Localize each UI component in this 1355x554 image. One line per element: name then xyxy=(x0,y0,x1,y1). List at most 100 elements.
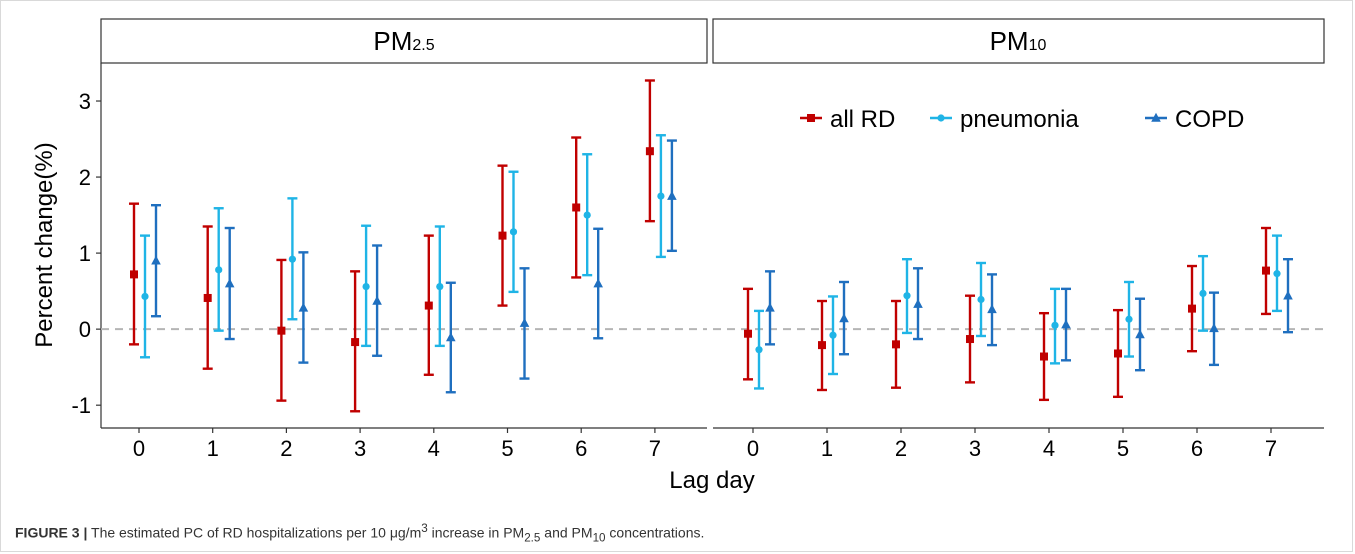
error-bar-point xyxy=(1135,297,1145,372)
error-bar-point xyxy=(839,280,849,356)
error-bar-point xyxy=(151,203,161,318)
panel-title-left: PM2.5 xyxy=(373,26,434,56)
error-bar-point xyxy=(571,136,582,279)
x-tick-label: 5 xyxy=(501,436,513,461)
data-point xyxy=(1061,319,1071,329)
error-bar-point xyxy=(1209,291,1219,367)
error-bar-point xyxy=(754,309,764,390)
data-point xyxy=(298,302,309,312)
data-point xyxy=(424,301,433,310)
error-bar-point xyxy=(965,294,975,384)
x-tick-label: 6 xyxy=(575,436,587,461)
error-bar-point xyxy=(913,267,923,341)
y-tick-label: 2 xyxy=(79,165,91,190)
data-point xyxy=(203,293,212,302)
error-bar-point xyxy=(445,281,456,394)
error-bar-point xyxy=(644,79,655,223)
data-point xyxy=(1040,352,1048,361)
data-point xyxy=(583,211,591,219)
data-point xyxy=(372,295,382,305)
data-point xyxy=(572,203,581,212)
data-point xyxy=(977,295,985,304)
error-bar-point xyxy=(987,273,997,347)
data-point xyxy=(892,340,900,349)
error-bar-point xyxy=(350,270,361,413)
error-bar-point xyxy=(129,202,139,346)
error-bar-point xyxy=(361,224,372,348)
x-tick-label: 7 xyxy=(1265,436,1277,461)
error-bar-point xyxy=(423,234,434,376)
x-tick-label: 0 xyxy=(747,436,759,461)
y-tick-label: 1 xyxy=(79,241,91,266)
x-axis-title: Lag day xyxy=(669,467,754,494)
y-axis-title: Percent change(%) xyxy=(31,142,58,347)
error-bar-point xyxy=(1113,308,1123,399)
data-point xyxy=(987,304,997,314)
y-tick-label: -1 xyxy=(71,393,91,418)
data-point xyxy=(913,298,923,308)
error-bar-point xyxy=(593,227,604,340)
legend-label: pneumonia xyxy=(960,106,1079,133)
data-point xyxy=(130,270,138,279)
error-bar-point xyxy=(140,234,150,359)
x-tick-label: 0 xyxy=(133,436,145,461)
x-tick-label: 1 xyxy=(821,436,833,461)
legend-marker xyxy=(937,114,945,122)
error-bar-point xyxy=(497,164,508,307)
y-tick-label: 3 xyxy=(79,89,91,114)
data-point xyxy=(1283,290,1293,300)
error-bar-point xyxy=(1187,264,1197,353)
data-point xyxy=(903,292,911,300)
error-bar-point xyxy=(582,153,593,277)
data-point xyxy=(351,338,360,347)
data-point xyxy=(839,313,849,323)
figure-caption: FIGURE 3 | The estimated PC of RD hospit… xyxy=(15,522,705,545)
x-tick-label: 3 xyxy=(969,436,981,461)
error-bar-point xyxy=(817,299,827,392)
data-point xyxy=(1209,323,1219,333)
legend-marker xyxy=(807,114,815,122)
error-bar-point xyxy=(1283,257,1293,334)
data-point xyxy=(1051,321,1059,329)
legend-label: all RD xyxy=(830,106,895,133)
figure-chart: PM2.5 PM10 3 2 1 0 -1 0 1 2 3 4 5 6 7 0 1 2 3 4 5 6 7 Lag d… xyxy=(31,18,1325,494)
x-tick-label: 7 xyxy=(649,436,661,461)
error-bar-point xyxy=(666,139,677,253)
data-point xyxy=(593,278,603,288)
x-tick-label: 3 xyxy=(354,436,366,461)
data-point xyxy=(362,282,370,291)
error-bar-point xyxy=(891,299,901,389)
data-point xyxy=(765,302,775,312)
data-point xyxy=(436,282,444,291)
error-bar-point xyxy=(287,197,298,321)
y-tick-label: 0 xyxy=(79,317,91,342)
legend-item: all RD xyxy=(800,106,895,133)
error-bar-point xyxy=(276,258,287,402)
x-tick-label: 2 xyxy=(895,436,907,461)
x-tick-label: 4 xyxy=(428,436,440,461)
data-point xyxy=(744,329,752,338)
data-point xyxy=(224,278,235,288)
error-bar-point xyxy=(519,267,530,380)
error-bar-point xyxy=(202,225,213,370)
data-point xyxy=(1262,266,1270,275)
data-point xyxy=(277,326,286,335)
data-point xyxy=(755,346,763,354)
data-point xyxy=(1199,289,1207,298)
panel-strip-right: PM10 xyxy=(712,18,1325,64)
data-point xyxy=(829,331,837,339)
error-bar-point xyxy=(224,226,235,341)
data-point xyxy=(509,228,518,236)
data-point xyxy=(818,341,826,350)
data-point xyxy=(446,332,456,342)
error-bar-point xyxy=(976,261,986,338)
panel-title-right: PM10 xyxy=(990,26,1047,56)
error-bar-point xyxy=(434,225,445,348)
data-point xyxy=(1273,270,1281,278)
data-point xyxy=(519,317,530,327)
data-point xyxy=(498,231,507,240)
data-point xyxy=(1135,329,1145,339)
error-bar-point xyxy=(765,270,775,346)
error-bar-point xyxy=(298,251,309,364)
